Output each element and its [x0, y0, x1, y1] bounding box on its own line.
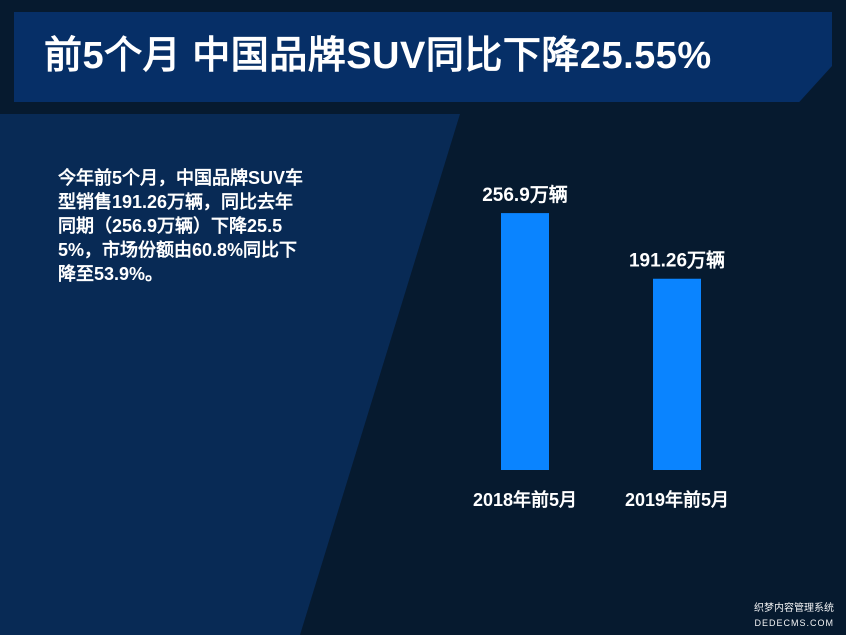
category-label-0: 2018年前5月 [473, 489, 577, 510]
watermark-en: DEDECMS.COM [754, 618, 834, 628]
chart-category-labels: 2018年前5月 2019年前5月 [473, 489, 729, 510]
summary-text: 今年前5个月，中国品牌SUV车型销售191.26万辆，同比去年同期（256.9万… [58, 168, 304, 284]
bar-chart: 256.9万辆 191.26万辆 2018年前5月 2019年前5月 [473, 183, 729, 510]
data-label-0: 256.9万辆 [482, 183, 568, 206]
data-label-1: 191.26万辆 [629, 249, 725, 272]
chart-bars [501, 213, 701, 470]
bar-0 [501, 213, 549, 470]
page-title: 前5个月 中国品牌SUV同比下降25.55% [44, 35, 712, 77]
left-panel-shape [0, 114, 460, 635]
title-banner [14, 12, 832, 102]
category-label-1: 2019年前5月 [625, 489, 729, 510]
watermark-cn: 织梦内容管理系统 [754, 603, 834, 614]
bar-1 [653, 278, 701, 470]
chart-data-labels: 256.9万辆 191.26万辆 [482, 183, 725, 272]
